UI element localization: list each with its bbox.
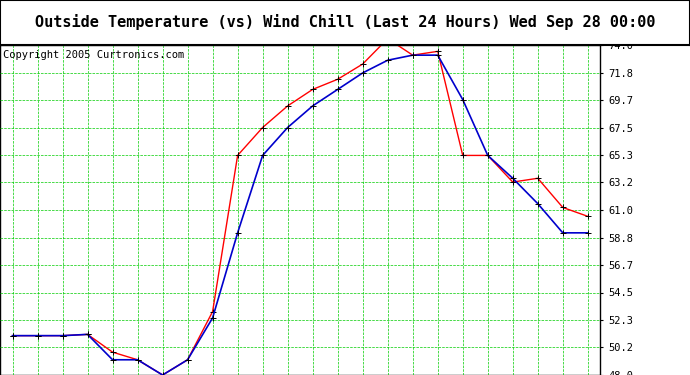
Text: Copyright 2005 Curtronics.com: Copyright 2005 Curtronics.com: [3, 50, 184, 60]
Text: Outside Temperature (vs) Wind Chill (Last 24 Hours) Wed Sep 28 00:00: Outside Temperature (vs) Wind Chill (Las…: [34, 15, 655, 30]
